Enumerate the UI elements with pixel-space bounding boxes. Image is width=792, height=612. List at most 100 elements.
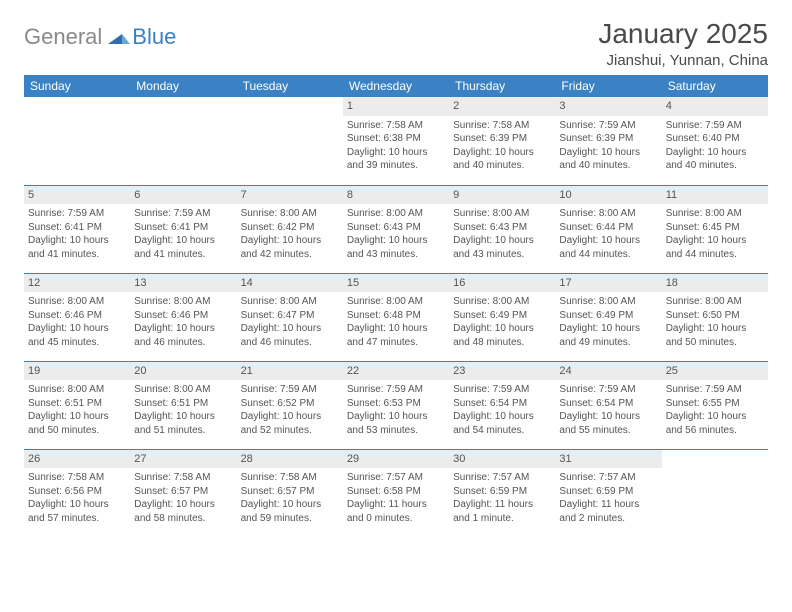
- sunrise-text: Sunrise: 7:59 AM: [559, 119, 657, 133]
- calendar-day-cell: 25Sunrise: 7:59 AMSunset: 6:55 PMDayligh…: [662, 361, 768, 449]
- header: General Blue January 2025 Jianshui, Yunn…: [24, 18, 768, 69]
- daylight-text: and 47 minutes.: [347, 336, 445, 350]
- brand-triangle-icon: [108, 30, 130, 49]
- calendar-day-cell: 28Sunrise: 7:58 AMSunset: 6:57 PMDayligh…: [237, 449, 343, 537]
- sunset-text: Sunset: 6:41 PM: [28, 221, 126, 235]
- calendar-week-row: 1Sunrise: 7:58 AMSunset: 6:38 PMDaylight…: [24, 97, 768, 185]
- sunrise-text: Sunrise: 7:59 AM: [559, 383, 657, 397]
- weekday-header: Sunday: [24, 75, 130, 97]
- sunset-text: Sunset: 6:48 PM: [347, 309, 445, 323]
- daylight-text: Daylight: 10 hours: [666, 146, 764, 160]
- sunset-text: Sunset: 6:46 PM: [134, 309, 232, 323]
- sunrise-text: Sunrise: 8:00 AM: [28, 295, 126, 309]
- calendar-day-cell: [24, 97, 130, 185]
- daylight-text: Daylight: 10 hours: [666, 322, 764, 336]
- sunset-text: Sunset: 6:55 PM: [666, 397, 764, 411]
- daylight-text: Daylight: 10 hours: [134, 322, 232, 336]
- daylight-text: Daylight: 10 hours: [453, 146, 551, 160]
- calendar-day-cell: 20Sunrise: 8:00 AMSunset: 6:51 PMDayligh…: [130, 361, 236, 449]
- calendar-day-cell: 27Sunrise: 7:58 AMSunset: 6:57 PMDayligh…: [130, 449, 236, 537]
- calendar-day-cell: 7Sunrise: 8:00 AMSunset: 6:42 PMDaylight…: [237, 185, 343, 273]
- daylight-text: and 40 minutes.: [453, 159, 551, 173]
- day-number: 19: [24, 362, 130, 381]
- daylight-text: and 49 minutes.: [559, 336, 657, 350]
- daylight-text: and 44 minutes.: [559, 248, 657, 262]
- daylight-text: and 57 minutes.: [28, 512, 126, 526]
- day-number: 25: [662, 362, 768, 381]
- sunset-text: Sunset: 6:53 PM: [347, 397, 445, 411]
- daylight-text: and 39 minutes.: [347, 159, 445, 173]
- day-number: 17: [555, 274, 661, 293]
- day-number: 5: [24, 186, 130, 205]
- daylight-text: Daylight: 10 hours: [347, 322, 445, 336]
- weekday-header: Saturday: [662, 75, 768, 97]
- sunset-text: Sunset: 6:50 PM: [666, 309, 764, 323]
- sunrise-text: Sunrise: 8:00 AM: [666, 207, 764, 221]
- sunrise-text: Sunrise: 8:00 AM: [559, 295, 657, 309]
- day-number: 29: [343, 450, 449, 469]
- weekday-header-row: Sunday Monday Tuesday Wednesday Thursday…: [24, 75, 768, 97]
- calendar-day-cell: 4Sunrise: 7:59 AMSunset: 6:40 PMDaylight…: [662, 97, 768, 185]
- sunrise-text: Sunrise: 8:00 AM: [559, 207, 657, 221]
- calendar-table: Sunday Monday Tuesday Wednesday Thursday…: [24, 75, 768, 537]
- day-number: 12: [24, 274, 130, 293]
- daylight-text: and 45 minutes.: [28, 336, 126, 350]
- day-number: 2: [449, 97, 555, 116]
- sunrise-text: Sunrise: 8:00 AM: [134, 383, 232, 397]
- calendar-week-row: 19Sunrise: 8:00 AMSunset: 6:51 PMDayligh…: [24, 361, 768, 449]
- sunset-text: Sunset: 6:56 PM: [28, 485, 126, 499]
- calendar-day-cell: 16Sunrise: 8:00 AMSunset: 6:49 PMDayligh…: [449, 273, 555, 361]
- day-number: 27: [130, 450, 236, 469]
- sunset-text: Sunset: 6:59 PM: [559, 485, 657, 499]
- day-number: 31: [555, 450, 661, 469]
- daylight-text: Daylight: 11 hours: [347, 498, 445, 512]
- day-number: 6: [130, 186, 236, 205]
- daylight-text: Daylight: 10 hours: [453, 234, 551, 248]
- sunrise-text: Sunrise: 7:57 AM: [347, 471, 445, 485]
- calendar-day-cell: 5Sunrise: 7:59 AMSunset: 6:41 PMDaylight…: [24, 185, 130, 273]
- title-block: January 2025 Jianshui, Yunnan, China: [598, 18, 768, 69]
- day-number: 14: [237, 274, 343, 293]
- sunset-text: Sunset: 6:59 PM: [453, 485, 551, 499]
- daylight-text: and 40 minutes.: [559, 159, 657, 173]
- weekday-header: Thursday: [449, 75, 555, 97]
- daylight-text: Daylight: 10 hours: [241, 234, 339, 248]
- sunrise-text: Sunrise: 8:00 AM: [28, 383, 126, 397]
- sunrise-text: Sunrise: 8:00 AM: [453, 295, 551, 309]
- brand-logo: General Blue: [24, 18, 176, 50]
- brand-part1: General: [24, 24, 102, 50]
- calendar-day-cell: 8Sunrise: 8:00 AMSunset: 6:43 PMDaylight…: [343, 185, 449, 273]
- calendar-day-cell: 24Sunrise: 7:59 AMSunset: 6:54 PMDayligh…: [555, 361, 661, 449]
- brand-part2: Blue: [132, 24, 176, 50]
- sunset-text: Sunset: 6:41 PM: [134, 221, 232, 235]
- daylight-text: Daylight: 10 hours: [241, 498, 339, 512]
- daylight-text: Daylight: 11 hours: [559, 498, 657, 512]
- sunrise-text: Sunrise: 8:00 AM: [241, 295, 339, 309]
- daylight-text: Daylight: 10 hours: [28, 322, 126, 336]
- daylight-text: and 46 minutes.: [134, 336, 232, 350]
- daylight-text: Daylight: 11 hours: [453, 498, 551, 512]
- daylight-text: and 51 minutes.: [134, 424, 232, 438]
- sunrise-text: Sunrise: 7:58 AM: [134, 471, 232, 485]
- daylight-text: Daylight: 10 hours: [28, 410, 126, 424]
- day-number: 22: [343, 362, 449, 381]
- calendar-day-cell: 15Sunrise: 8:00 AMSunset: 6:48 PMDayligh…: [343, 273, 449, 361]
- day-number: 15: [343, 274, 449, 293]
- sunrise-text: Sunrise: 7:59 AM: [347, 383, 445, 397]
- calendar-day-cell: 18Sunrise: 8:00 AMSunset: 6:50 PMDayligh…: [662, 273, 768, 361]
- day-number: 24: [555, 362, 661, 381]
- day-number: 30: [449, 450, 555, 469]
- day-number: 7: [237, 186, 343, 205]
- sunset-text: Sunset: 6:49 PM: [453, 309, 551, 323]
- calendar-day-cell: 3Sunrise: 7:59 AMSunset: 6:39 PMDaylight…: [555, 97, 661, 185]
- sunset-text: Sunset: 6:57 PM: [134, 485, 232, 499]
- sunset-text: Sunset: 6:39 PM: [559, 132, 657, 146]
- calendar-week-row: 12Sunrise: 8:00 AMSunset: 6:46 PMDayligh…: [24, 273, 768, 361]
- sunset-text: Sunset: 6:51 PM: [134, 397, 232, 411]
- day-number: 10: [555, 186, 661, 205]
- daylight-text: and 40 minutes.: [666, 159, 764, 173]
- day-number: 1: [343, 97, 449, 116]
- calendar-day-cell: 10Sunrise: 8:00 AMSunset: 6:44 PMDayligh…: [555, 185, 661, 273]
- daylight-text: and 55 minutes.: [559, 424, 657, 438]
- sunrise-text: Sunrise: 7:58 AM: [28, 471, 126, 485]
